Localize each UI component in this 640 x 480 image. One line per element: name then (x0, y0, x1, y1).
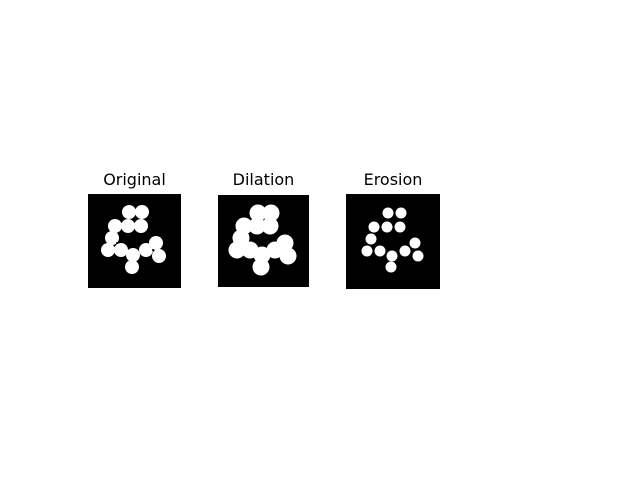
erosion-image (346, 194, 440, 289)
panel-title-dilation: Dilation (218, 172, 309, 188)
panel-title-erosion: Erosion (346, 172, 440, 188)
panel-title-original: Original (88, 172, 181, 188)
dilation-image (218, 195, 309, 287)
original-image (88, 194, 181, 288)
